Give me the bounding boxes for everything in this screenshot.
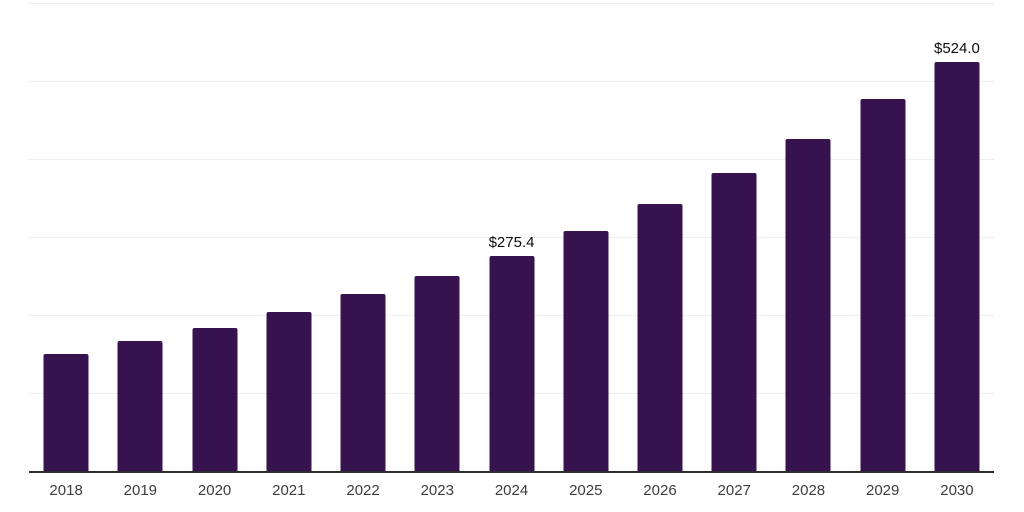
bar-2024 xyxy=(489,256,535,471)
bar-2025 xyxy=(563,230,609,471)
gridline-400 xyxy=(29,159,994,161)
bar-2021 xyxy=(266,311,312,471)
x-axis-label-2027: 2027 xyxy=(717,482,751,499)
gridline-500 xyxy=(29,81,994,82)
bar-value-label-2024: $275.4 xyxy=(488,234,535,252)
x-axis-label-2028: 2028 xyxy=(791,482,826,499)
bar-slot-2028 xyxy=(771,3,845,471)
bar-slot-2023 xyxy=(400,3,474,471)
bar-2022 xyxy=(340,294,386,471)
x-axis-label-2019: 2019 xyxy=(123,482,158,499)
bars-container: $275.4 $524.0 xyxy=(29,3,994,471)
x-axis-label-2023: 2023 xyxy=(420,482,454,499)
x-axis-label-2030: 2030 xyxy=(940,482,974,499)
bar-slot-2022 xyxy=(326,3,400,471)
bar-2020 xyxy=(192,327,238,471)
bar-slot-2025 xyxy=(549,3,623,471)
bar-2018 xyxy=(43,354,89,471)
bar-slot-2018 xyxy=(29,3,103,471)
bar-slot-2029 xyxy=(846,3,920,471)
bar-2027 xyxy=(711,172,757,471)
bar-2029 xyxy=(860,99,906,471)
x-axis-label-2026: 2026 xyxy=(643,482,677,499)
x-axis-label-2020: 2020 xyxy=(197,482,232,499)
bar-slot-2030: $524.0 xyxy=(920,3,994,471)
bar-slot-2024: $275.4 xyxy=(474,3,548,471)
bar-2023 xyxy=(414,276,460,471)
bar-slot-2027 xyxy=(697,3,771,471)
x-axis: 2018 2019 2020 2021 2022 2023 2024 2025 2026 2027… xyxy=(29,482,994,500)
x-axis-label-2022: 2022 xyxy=(346,482,380,499)
bar-2019 xyxy=(117,340,163,471)
x-axis-label-2018: 2018 xyxy=(49,482,83,499)
bar-slot-2021 xyxy=(252,3,326,471)
bar-2028 xyxy=(785,139,831,471)
bar-2026 xyxy=(637,204,683,471)
bar-slot-2019 xyxy=(103,3,177,471)
x-axis-label-2024: 2024 xyxy=(494,482,529,499)
bar-value-label-2030: $524.0 xyxy=(933,40,980,58)
x-axis-label-2025: 2025 xyxy=(569,482,603,499)
bar-slot-2020 xyxy=(177,3,251,471)
bar-2030 xyxy=(934,62,980,471)
bar-slot-2026 xyxy=(623,3,697,471)
gridline-600 xyxy=(29,3,994,4)
plot-area: $275.4 $524.0 xyxy=(29,3,994,473)
x-axis-label-2021: 2021 xyxy=(272,482,306,499)
gridline-300 xyxy=(29,237,994,238)
x-axis-label-2029: 2029 xyxy=(866,482,900,499)
